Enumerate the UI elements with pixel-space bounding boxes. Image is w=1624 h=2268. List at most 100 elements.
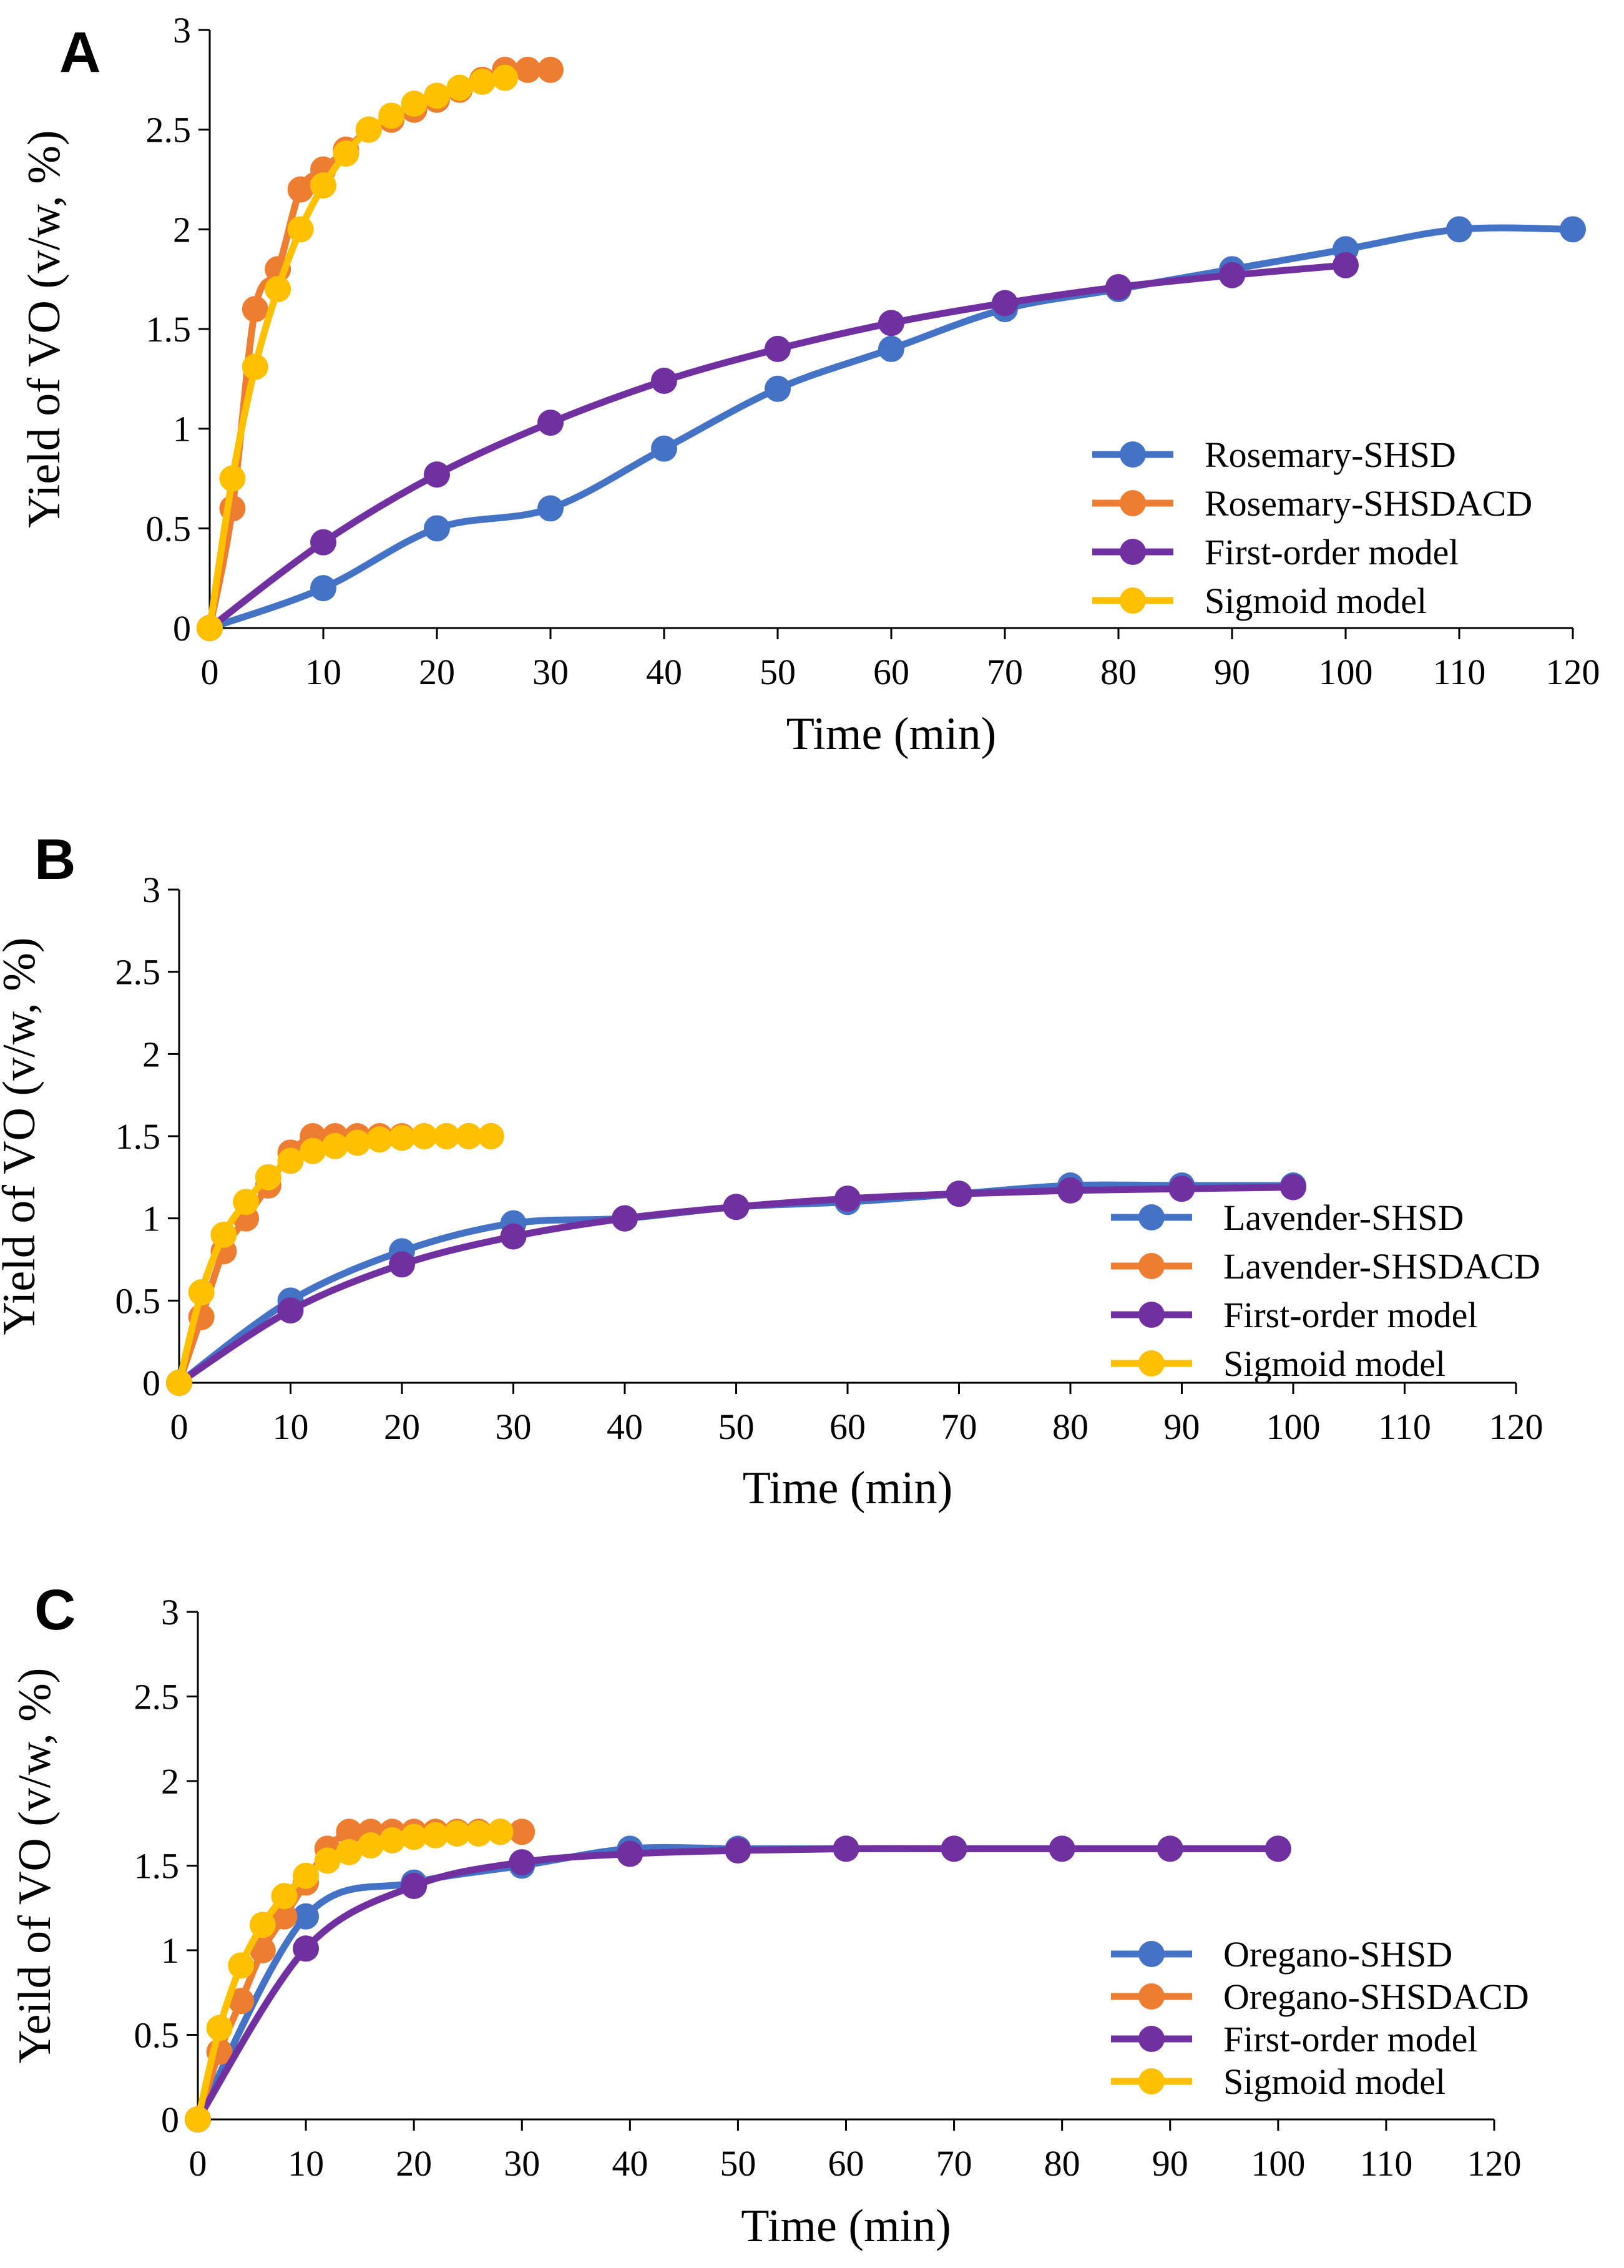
x-tick-label: 40 [612,2143,648,2184]
x-tick-label: 120 [1489,1406,1543,1447]
y-tick-label: 0 [161,2099,179,2140]
chart-panel-a: A00.511.522.530 10 20 30 40 50 60 70 80 90 100 110 1… [19,10,1600,760]
data-point [300,1137,326,1164]
legend-marker [1138,1204,1165,1230]
data-point [424,82,450,109]
data-point [310,575,336,602]
data-point [293,1935,320,1962]
data-point [293,1862,320,1889]
data-point [314,1847,341,1874]
legend-marker [1138,1253,1165,1279]
data-point [1219,262,1245,288]
data-point [1280,1174,1306,1200]
data-point [537,56,564,83]
data-point [1105,273,1132,300]
data-point [725,1837,751,1864]
legend-marker [1138,1983,1165,2010]
data-point [389,1124,415,1151]
x-tick-label: 110 [1378,1406,1431,1447]
series-first-order-model [197,252,1359,641]
data-point [878,335,904,362]
y-tick-label: 1 [161,1930,179,1971]
data-point [509,1819,536,1845]
data-point [310,172,336,199]
legend-label: Rosemary-SHSD [1205,434,1456,475]
data-point [265,276,291,303]
data-point [379,1827,406,1853]
y-tick-label: 0.5 [115,1280,161,1321]
y-tick-label: 1.5 [115,1116,161,1157]
y-tick-label: 1 [142,1199,160,1239]
y-tick-label: 2 [161,1761,179,1802]
x-axis-title: Time (min) [741,2201,951,2252]
y-tick-label: 3 [173,10,191,51]
data-point [424,461,450,488]
data-point [293,1903,320,1930]
series-line [206,262,1349,632]
data-point [277,1147,304,1174]
legend-label: Sigmoid model [1205,581,1427,621]
x-tick-label: 10 [273,1406,309,1447]
legend-marker [1120,539,1146,565]
data-point [878,310,904,336]
chart-panel-c: C00.511.522.530 10 20 30 40 50 60 70 80 90 100 110 1… [9,1578,1529,2252]
legend-marker [1120,441,1146,468]
x-tick-label: 60 [829,1406,866,1447]
data-point [433,1123,460,1149]
y-tick-label: 0.5 [146,508,192,549]
data-point [1264,1835,1291,1862]
data-point [941,1835,967,1862]
data-point [185,2106,211,2133]
data-point [992,290,1018,317]
data-point [242,353,268,380]
x-tick-label: 60 [873,652,909,692]
x-tick-label: 20 [384,1406,420,1447]
data-point [765,335,791,362]
data-point [617,1840,643,1867]
legend-marker [1138,2068,1165,2094]
data-point [411,1123,438,1149]
y-tick-label: 0 [173,608,191,649]
legend: Rosemary-SHSD Rosemary-SHSDACD First-order… [1092,434,1532,621]
y-tick-label: 1 [173,409,191,449]
data-point [210,1222,237,1248]
data-point [723,1194,750,1220]
y-tick-label: 3 [161,1592,179,1632]
data-point [357,1832,384,1858]
legend-label: First-order model [1223,2019,1478,2059]
data-point [228,1952,255,1979]
data-point [271,1903,298,1930]
data-point [509,1849,536,1876]
data-point [834,1186,861,1212]
series-rosemary-shsd [197,216,1586,641]
data-point [336,1838,363,1865]
legend-marker [1138,1302,1165,1328]
data-point [336,1819,363,1845]
x-tick-label: 0 [189,2143,207,2184]
x-tick-label: 50 [720,2143,756,2184]
data-point [456,1123,482,1149]
legend-marker [1120,587,1146,614]
y-axis-title: Yield of VO (v/w, %) [0,937,45,1335]
data-point [401,91,428,117]
panel-label: C [34,1578,76,1642]
data-point [1057,1177,1083,1204]
legend-label: Rosemary-SHSDACD [1205,483,1532,524]
legend-label: Sigmoid model [1223,1343,1445,1384]
x-tick-label: 30 [532,652,569,692]
data-point [514,56,541,83]
x-tick-label: 20 [396,2143,432,2184]
data-point [188,1279,215,1306]
x-tick-label: 110 [1359,2143,1412,2184]
x-tick-label: 20 [419,652,455,692]
x-tick-label: 80 [1052,1406,1088,1447]
x-tick-label: 30 [496,1406,532,1447]
data-point [166,1370,192,1396]
data-point [228,1988,255,2015]
data-point [537,495,564,522]
x-tick-label: 70 [987,652,1023,692]
legend-label: Oregano-SHSDACD [1223,1976,1529,2017]
x-tick-label: 80 [1100,652,1137,692]
x-axis-title: Time (min) [743,1463,952,1514]
